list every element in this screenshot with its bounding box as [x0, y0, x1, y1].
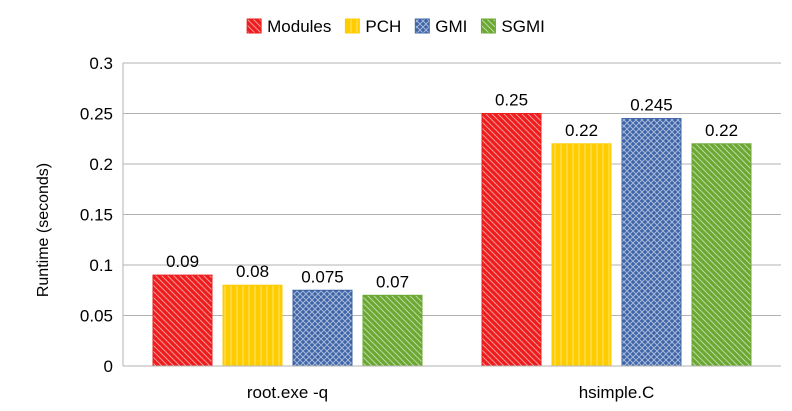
legend: Modules PCH GMI SGMI — [246, 17, 545, 36]
bar-sgmi-1 — [691, 143, 752, 367]
bar-gmi-0 — [292, 289, 353, 367]
data-label: 0.22 — [565, 121, 598, 140]
legend-label: SGMI — [501, 17, 544, 36]
bar-modules-0 — [152, 274, 213, 367]
legend-label: GMI — [435, 17, 467, 36]
data-label: 0.07 — [376, 272, 409, 291]
legend-swatch — [414, 18, 430, 34]
labels: 0 0.05 0.1 0.15 0.2 0.25 0.3 0.09 0.08 0.075 0.07 r… — [80, 54, 738, 402]
legend-swatch — [344, 18, 360, 34]
legend-swatch — [480, 18, 496, 34]
data-label: 0.245 — [630, 96, 673, 115]
bar-gmi-1 — [621, 118, 682, 367]
y-tick-label: 0.05 — [80, 307, 113, 326]
y-tick-label: 0.15 — [80, 206, 113, 225]
gridlines — [123, 62, 781, 367]
y-tick-label: 0.3 — [89, 54, 113, 73]
bar-modules-1 — [481, 113, 542, 367]
bar-pch-1 — [551, 143, 612, 367]
legend-label: PCH — [365, 17, 401, 36]
data-label: 0.25 — [495, 91, 528, 110]
bar-pch-0 — [222, 284, 283, 367]
legend-item-modules: Modules — [246, 17, 331, 36]
legend-swatch — [246, 18, 262, 34]
axes — [122, 63, 781, 367]
bar-sgmi-0 — [362, 294, 423, 367]
bars — [152, 113, 752, 367]
y-tick-label: 0.25 — [80, 105, 113, 124]
data-label: 0.08 — [236, 262, 269, 281]
data-label: 0.075 — [301, 267, 344, 286]
x-category-label: hsimple.C — [579, 383, 655, 402]
y-tick-label: 0.2 — [89, 155, 113, 174]
y-tick-label: 0 — [104, 357, 113, 376]
y-tick-label: 0.1 — [89, 256, 113, 275]
data-label: 0.22 — [705, 121, 738, 140]
legend-item-gmi: GMI — [414, 17, 467, 36]
legend-item-sgmi: SGMI — [480, 17, 545, 36]
legend-item-pch: PCH — [344, 17, 401, 36]
y-axis-title: Runtime (seconds) — [35, 163, 52, 297]
data-label: 0.09 — [166, 252, 199, 271]
x-category-label: root.exe -q — [247, 383, 328, 402]
legend-label: Modules — [267, 17, 331, 36]
